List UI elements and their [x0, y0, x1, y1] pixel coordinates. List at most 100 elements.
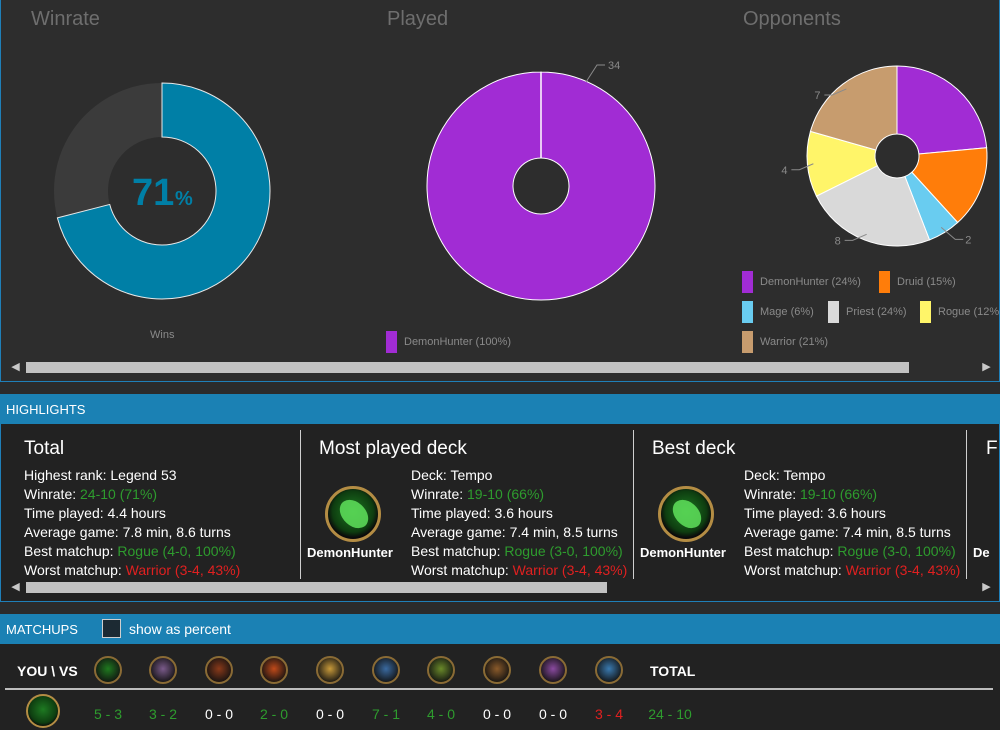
opp-legend-swatch — [742, 301, 753, 323]
played-slice — [426, 71, 656, 301]
opp-legend-item: Mage (6%) — [742, 301, 814, 323]
header-rule — [5, 688, 993, 690]
stat-value: 7.4 min, 8.5 turns — [509, 524, 618, 540]
opp-legend-swatch — [742, 331, 753, 353]
stat-label: Deck: — [744, 467, 784, 483]
stat-label: Best matchup: — [744, 543, 838, 559]
opp-legend-label: Rogue (12% — [938, 306, 1000, 318]
winrate-percent: 71 — [132, 172, 174, 214]
matchups-header: MATCHUPS — [0, 614, 1000, 644]
opp-legend-swatch — [828, 301, 839, 323]
stat-line: Average game: 7.4 min, 8.5 turns — [411, 523, 618, 542]
opponents-slice-druid — [911, 147, 988, 224]
opponents-callout-line — [791, 163, 814, 171]
opp-legend-item: Warrior (21%) — [742, 331, 828, 353]
stat-label: Winrate: — [744, 486, 801, 502]
stat-value: Rogue (3-0, 100%) — [837, 543, 956, 559]
stat-value: Warrior (3-4, 43%) — [845, 562, 961, 578]
rogue-icon — [427, 656, 455, 684]
stat-value: Legend 53 — [110, 467, 177, 483]
stat-label: Average game: — [744, 524, 843, 540]
opp-legend-label: Priest (24%) — [846, 306, 907, 318]
stat-line: Highest rank: Legend 53 — [24, 466, 177, 485]
stat-line: Worst matchup: Warrior (3-4, 43%) — [744, 561, 960, 580]
demonhunter-icon — [94, 656, 122, 684]
stat-label: Worst matchup: — [744, 562, 846, 578]
opponents-title: Opponents — [743, 8, 841, 30]
stat-line: Time played: 3.6 hours — [411, 504, 553, 523]
warrior-icon — [595, 656, 623, 684]
stat-value: Tempo — [450, 467, 493, 483]
highlights-title: HIGHLIGHTS — [6, 402, 86, 417]
opp-legend-label: DemonHunter (24%) — [760, 276, 861, 288]
matchup-cell: 7 - 1 — [371, 706, 400, 722]
divider — [633, 430, 634, 580]
stat-label: Winrate: — [411, 486, 468, 502]
total-cell: 24 - 10 — [648, 706, 692, 722]
matchups-table: YOU \ VS TOTAL 5 - 3 3 - 2 0 - 0 2 - 0 0 - 0… — [0, 644, 1000, 730]
matchup-cell: 3 - 2 — [148, 706, 177, 722]
stat-line: Winrate: 19-10 (66%) — [411, 485, 544, 504]
stat-line: Time played: 3.6 hours — [744, 504, 886, 523]
played-callout: 34 — [608, 60, 620, 72]
played-legend-label: DemonHunter (100%) — [404, 336, 511, 348]
partial-card: F De — [967, 424, 999, 576]
stat-value: 3.6 hours — [827, 505, 886, 521]
scrollbar-thumb[interactable] — [26, 582, 607, 593]
scroll-right-arrow-icon[interactable]: ▶ — [982, 361, 991, 373]
stat-line: Best matchup: Rogue (3-0, 100%) — [744, 542, 956, 561]
stat-label: Time played: — [744, 505, 828, 521]
stat-label: Time played: — [411, 505, 495, 521]
stat-value: Tempo — [783, 467, 826, 483]
stat-line: Best matchup: Rogue (4-0, 100%) — [24, 542, 236, 561]
warlock-icon — [539, 656, 567, 684]
winrate-legend: Wins — [150, 324, 174, 346]
most-played-card: Most played deck DemonHunter Deck: Tempo… — [301, 424, 634, 578]
stat-line: Average game: 7.8 min, 8.6 turns — [24, 523, 231, 542]
stat-line: Deck: Tempo — [744, 466, 825, 485]
stat-line: Winrate: 19-10 (66%) — [744, 485, 877, 504]
opp-legend-item: Rogue (12% — [920, 301, 999, 323]
stat-label: Average game: — [24, 524, 123, 540]
opp-legend-item: Druid (15%) — [879, 271, 956, 293]
most-played-heading: Most played deck — [319, 438, 467, 459]
stat-value: 24-10 (71%) — [80, 486, 158, 502]
winrate-percent-sign: % — [175, 188, 193, 210]
matchup-cell: 0 - 0 — [538, 706, 567, 722]
opponents-callout: 7 — [814, 90, 820, 102]
played-legend: DemonHunter (100%) — [386, 331, 511, 353]
opponents-callout: 2 — [965, 234, 971, 246]
stat-line: Average game: 7.4 min, 8.5 turns — [744, 523, 951, 542]
played-callout-line — [585, 64, 605, 83]
played-legend-swatch — [386, 331, 397, 353]
highlights-scrollbar[interactable]: ◀ ▶ — [7, 579, 995, 596]
stat-line: Time played: 4.4 hours — [24, 504, 166, 523]
opponents-callout-line — [824, 88, 847, 96]
scroll-left-arrow-icon[interactable]: ◀ — [11, 361, 20, 373]
opponents-callout-line — [844, 233, 867, 241]
show-as-percent-label[interactable]: show as percent — [129, 621, 231, 637]
stat-value: 7.8 min, 8.6 turns — [122, 524, 231, 540]
stat-line: Worst matchup: Warrior (3-4, 43%) — [411, 561, 627, 580]
matchup-cell: 4 - 0 — [426, 706, 455, 722]
opp-legend-swatch — [879, 271, 890, 293]
winrate-arc — [56, 82, 271, 300]
opp-legend-swatch — [920, 301, 931, 323]
matchups-title: MATCHUPS — [6, 622, 78, 637]
opponents-slice-warrior — [809, 65, 898, 151]
demonhunter-class-icon — [658, 486, 714, 542]
matchup-cell: 0 - 0 — [315, 706, 344, 722]
matchup-cell: 5 - 3 — [93, 706, 122, 722]
opponents-slice-priest — [815, 165, 931, 247]
matchup-cell: 0 - 0 — [482, 706, 511, 722]
scroll-right-arrow-icon[interactable]: ▶ — [982, 581, 991, 593]
show-as-percent-checkbox[interactable] — [102, 619, 121, 638]
opp-legend-item: DemonHunter (24%) — [742, 271, 861, 293]
scrollbar-thumb[interactable] — [26, 362, 909, 373]
charts-panel: Winrate Played Opponents 71% 34 7 4 8 2 Wins … — [0, 0, 1000, 382]
stat-value: 3.6 hours — [494, 505, 553, 521]
charts-scrollbar[interactable]: ◀ ▶ — [7, 359, 995, 376]
scroll-left-arrow-icon[interactable]: ◀ — [11, 581, 20, 593]
opponents-callout-line — [940, 227, 964, 240]
stat-label: Time played: — [24, 505, 108, 521]
